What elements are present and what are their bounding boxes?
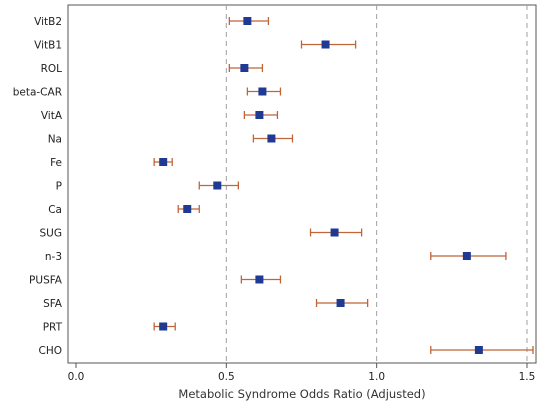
forest-row: beta-CAR — [13, 87, 282, 99]
x-axis-title: Metabolic Syndrome Odds Ratio (Adjusted) — [178, 387, 425, 401]
odds-ratio-point — [267, 134, 276, 143]
category-label: VitA — [41, 110, 63, 122]
x-axis: 0.0 0.5 1.0 1.5 — [68, 363, 536, 383]
forest-row: PRT — [43, 322, 176, 334]
odds-ratio-point — [255, 111, 264, 119]
odds-ratio-point — [159, 322, 168, 331]
odds-ratio-point — [213, 181, 222, 190]
odds-ratio-point — [183, 205, 192, 213]
category-label: Ca — [48, 204, 62, 216]
category-label: VitB2 — [34, 16, 62, 28]
odds-ratio-point — [243, 17, 252, 25]
category-label: P — [56, 181, 62, 193]
x-tick-label: 1.5 — [519, 371, 536, 383]
plot-frame — [67, 4, 537, 364]
category-label: ROL — [41, 63, 63, 75]
forest-row: SFA — [43, 298, 369, 310]
data-rows: VitB2 VitB1 ROL beta-CAR VitA Na Fe P Ca SUG n-3 PU… — [13, 16, 534, 357]
x-tick-label: 1.0 — [368, 371, 385, 383]
category-label: n-3 — [45, 251, 62, 263]
category-label: SFA — [43, 298, 63, 310]
x-tick-label: 0.0 — [68, 371, 85, 383]
category-label: Fe — [50, 157, 62, 169]
odds-ratio-point — [159, 158, 168, 166]
category-label: VitB1 — [34, 40, 62, 52]
odds-ratio-point — [462, 252, 471, 260]
x-tick-label: 0.5 — [218, 371, 235, 383]
odds-ratio-point — [330, 228, 339, 237]
category-label: PRT — [43, 322, 63, 334]
odds-ratio-point — [321, 40, 330, 49]
category-label: CHO — [39, 345, 63, 357]
odds-ratio-point — [336, 299, 345, 307]
forest-row: Na — [48, 134, 294, 146]
forest-row: PUSFA — [29, 275, 282, 287]
forest-row: ROL — [41, 63, 264, 75]
category-label: beta-CAR — [13, 87, 62, 99]
forest-row: SUG — [40, 228, 363, 240]
category-label: SUG — [40, 228, 63, 240]
forest-row: CHO — [39, 345, 534, 357]
forest-row: VitB2 — [34, 16, 270, 28]
odds-ratio-point — [240, 64, 249, 72]
forest-row: VitB1 — [34, 40, 357, 52]
category-label: PUSFA — [29, 275, 63, 287]
forest-row: P — [56, 181, 240, 193]
odds-ratio-point — [258, 87, 267, 96]
odds-ratio-point — [474, 346, 483, 354]
forest-row: n-3 — [45, 251, 507, 263]
forest-row: Ca — [48, 204, 200, 216]
forest-row: Fe — [50, 157, 173, 169]
odds-ratio-point — [255, 275, 264, 284]
reference-lines — [225, 5, 528, 363]
forest-row: VitA — [41, 110, 279, 122]
category-label: Na — [48, 134, 62, 146]
